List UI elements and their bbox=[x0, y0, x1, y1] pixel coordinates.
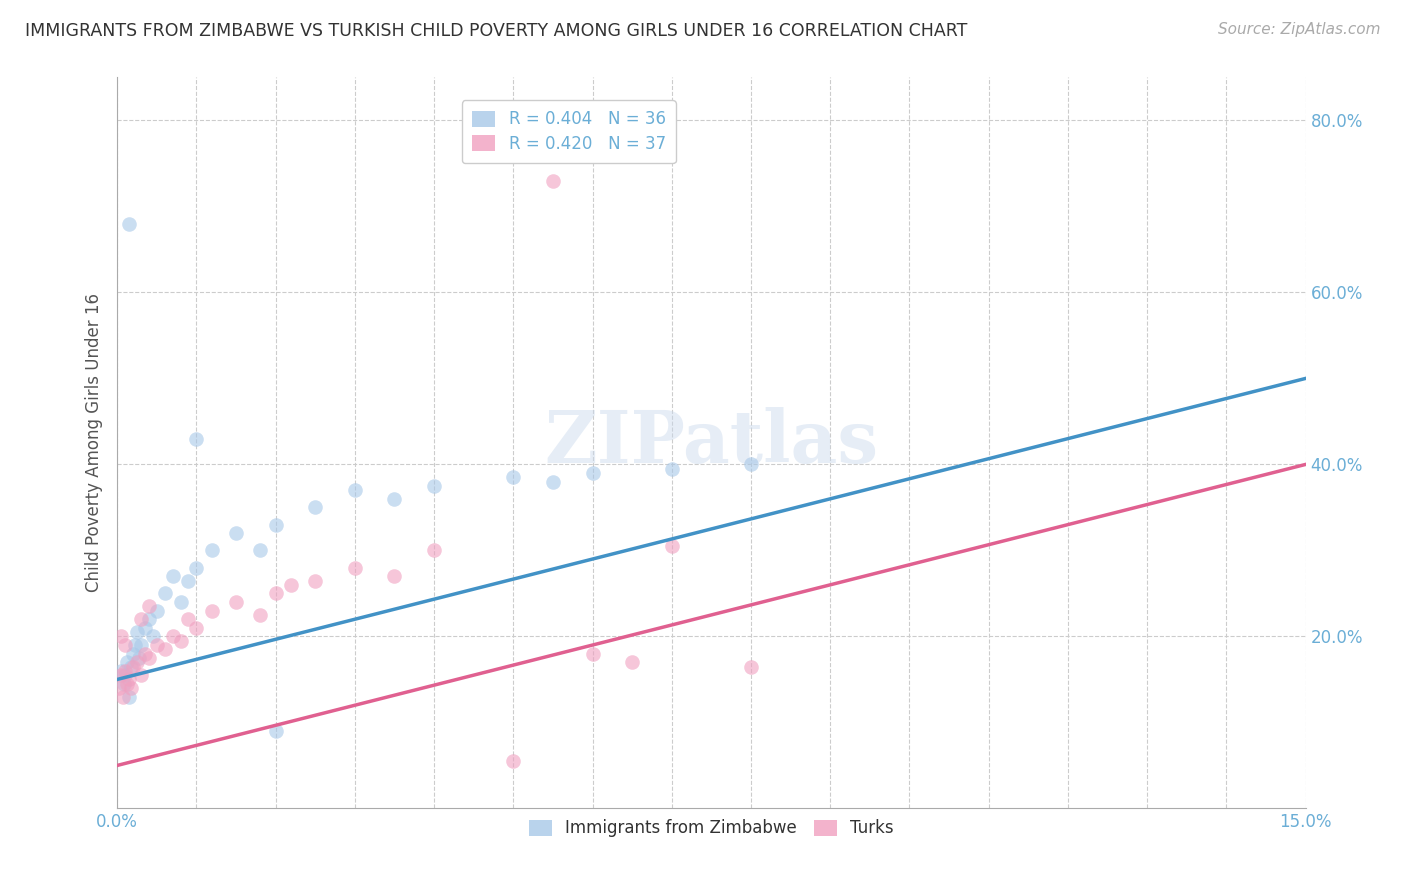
Point bbox=[581, 647, 603, 661]
Point bbox=[138, 599, 160, 614]
Point bbox=[502, 470, 524, 484]
Point bbox=[621, 655, 644, 669]
Point bbox=[186, 621, 208, 635]
Point bbox=[114, 668, 136, 682]
Point bbox=[153, 642, 176, 657]
Point bbox=[138, 651, 160, 665]
Point bbox=[201, 543, 224, 558]
Point bbox=[169, 633, 191, 648]
Point bbox=[423, 543, 446, 558]
Point bbox=[120, 659, 142, 673]
Point bbox=[740, 458, 762, 472]
Point bbox=[384, 569, 406, 583]
Text: IMMIGRANTS FROM ZIMBABWE VS TURKISH CHILD POVERTY AMONG GIRLS UNDER 16 CORRELATI: IMMIGRANTS FROM ZIMBABWE VS TURKISH CHIL… bbox=[25, 22, 967, 40]
Point bbox=[162, 630, 184, 644]
Point bbox=[138, 612, 160, 626]
Point bbox=[129, 638, 152, 652]
Point bbox=[581, 466, 603, 480]
Point bbox=[740, 659, 762, 673]
Point bbox=[502, 754, 524, 768]
Point bbox=[110, 664, 132, 678]
Point bbox=[162, 569, 184, 583]
Point bbox=[146, 604, 169, 618]
Point bbox=[134, 621, 156, 635]
Point bbox=[125, 655, 148, 669]
Point bbox=[280, 578, 302, 592]
Point bbox=[111, 690, 134, 704]
Point bbox=[304, 574, 326, 588]
Point bbox=[146, 638, 169, 652]
Y-axis label: Child Poverty Among Girls Under 16: Child Poverty Among Girls Under 16 bbox=[86, 293, 103, 592]
Point bbox=[304, 500, 326, 515]
Point bbox=[343, 483, 366, 498]
Point bbox=[264, 586, 287, 600]
Point bbox=[343, 560, 366, 574]
Point bbox=[118, 673, 141, 687]
Point bbox=[423, 479, 446, 493]
Point bbox=[118, 690, 141, 704]
Point bbox=[264, 517, 287, 532]
Point bbox=[118, 217, 141, 231]
Point bbox=[122, 647, 145, 661]
Point bbox=[128, 651, 150, 665]
Point bbox=[107, 681, 129, 695]
Point bbox=[225, 595, 247, 609]
Point bbox=[186, 432, 208, 446]
Point bbox=[249, 607, 271, 622]
Point bbox=[661, 539, 683, 553]
Point bbox=[124, 638, 146, 652]
Point bbox=[115, 655, 138, 669]
Point bbox=[110, 668, 132, 682]
Point bbox=[186, 560, 208, 574]
Point bbox=[541, 174, 564, 188]
Point bbox=[249, 543, 271, 558]
Point bbox=[225, 526, 247, 541]
Text: ZIPatlas: ZIPatlas bbox=[544, 408, 879, 478]
Point bbox=[115, 677, 138, 691]
Point bbox=[114, 664, 136, 678]
Point bbox=[201, 604, 224, 618]
Point bbox=[110, 630, 132, 644]
Point bbox=[112, 677, 135, 691]
Point bbox=[177, 612, 200, 626]
Point bbox=[541, 475, 564, 489]
Point bbox=[125, 625, 148, 640]
Point bbox=[129, 668, 152, 682]
Point bbox=[169, 595, 191, 609]
Legend: Immigrants from Zimbabwe, Turks: Immigrants from Zimbabwe, Turks bbox=[522, 813, 901, 844]
Point bbox=[142, 630, 165, 644]
Point bbox=[120, 681, 142, 695]
Point bbox=[122, 659, 145, 673]
Point bbox=[264, 724, 287, 739]
Point bbox=[661, 461, 683, 475]
Point bbox=[384, 491, 406, 506]
Point bbox=[129, 612, 152, 626]
Point bbox=[114, 638, 136, 652]
Point bbox=[153, 586, 176, 600]
Point bbox=[177, 574, 200, 588]
Point bbox=[134, 647, 156, 661]
Text: Source: ZipAtlas.com: Source: ZipAtlas.com bbox=[1218, 22, 1381, 37]
